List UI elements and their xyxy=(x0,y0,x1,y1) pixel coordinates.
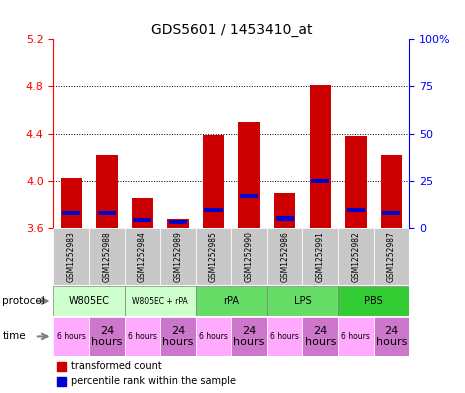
Text: 24
hours: 24 hours xyxy=(162,326,193,347)
Bar xyxy=(274,193,295,228)
Bar xyxy=(160,317,196,356)
Bar xyxy=(267,317,302,356)
Bar xyxy=(303,317,338,356)
Bar xyxy=(232,317,267,356)
Bar xyxy=(53,228,89,285)
Bar xyxy=(310,85,331,228)
Text: protocol: protocol xyxy=(2,296,45,306)
Bar xyxy=(311,179,329,183)
Text: 24
hours: 24 hours xyxy=(91,326,122,347)
Text: GSM1252989: GSM1252989 xyxy=(173,231,182,282)
Text: GSM1252991: GSM1252991 xyxy=(316,231,325,282)
Bar xyxy=(53,286,125,316)
Bar xyxy=(382,211,400,215)
Bar xyxy=(203,135,224,228)
Bar xyxy=(196,228,232,285)
Bar xyxy=(125,228,160,285)
Text: W805EC: W805EC xyxy=(68,296,110,306)
Text: time: time xyxy=(2,331,26,342)
Bar xyxy=(133,218,152,222)
Title: GDS5601 / 1453410_at: GDS5601 / 1453410_at xyxy=(151,23,312,37)
Bar xyxy=(125,286,196,316)
Text: percentile rank within the sample: percentile rank within the sample xyxy=(71,376,236,386)
Bar xyxy=(57,362,66,371)
Bar xyxy=(347,208,365,212)
Text: 6 hours: 6 hours xyxy=(199,332,228,341)
Text: 6 hours: 6 hours xyxy=(128,332,157,341)
Bar xyxy=(338,286,409,316)
Text: GSM1252987: GSM1252987 xyxy=(387,231,396,282)
Text: 6 hours: 6 hours xyxy=(270,332,299,341)
Bar xyxy=(276,217,294,220)
Bar xyxy=(374,228,409,285)
Bar xyxy=(338,317,374,356)
Bar xyxy=(89,228,125,285)
Bar xyxy=(62,211,80,215)
Bar xyxy=(239,122,260,228)
Bar xyxy=(125,317,160,356)
Text: 6 hours: 6 hours xyxy=(341,332,370,341)
Text: GSM1252990: GSM1252990 xyxy=(245,231,253,282)
Bar xyxy=(89,317,125,356)
Text: 6 hours: 6 hours xyxy=(57,332,86,341)
Text: GSM1252982: GSM1252982 xyxy=(352,231,360,282)
Bar xyxy=(132,198,153,228)
Text: GSM1252988: GSM1252988 xyxy=(102,231,111,282)
Bar xyxy=(267,228,303,285)
Bar xyxy=(167,219,189,228)
Bar xyxy=(60,178,82,228)
Text: 24
hours: 24 hours xyxy=(376,326,407,347)
Bar xyxy=(53,317,89,356)
Bar xyxy=(196,286,267,316)
Bar xyxy=(232,228,267,285)
Bar xyxy=(98,211,116,215)
Bar xyxy=(374,317,409,356)
Text: GSM1252986: GSM1252986 xyxy=(280,231,289,282)
Text: GSM1252983: GSM1252983 xyxy=(67,231,76,282)
Bar xyxy=(160,228,196,285)
Bar xyxy=(205,208,223,212)
Bar xyxy=(57,377,66,386)
Bar xyxy=(267,286,338,316)
Text: PBS: PBS xyxy=(364,296,383,306)
Text: rPA: rPA xyxy=(223,296,239,306)
Text: LPS: LPS xyxy=(294,296,311,306)
Bar xyxy=(96,155,118,228)
Text: transformed count: transformed count xyxy=(71,361,162,371)
Text: 24
hours: 24 hours xyxy=(233,326,265,347)
Bar xyxy=(338,228,374,285)
Text: GSM1252984: GSM1252984 xyxy=(138,231,147,282)
Text: 24
hours: 24 hours xyxy=(305,326,336,347)
Text: W805EC + rPA: W805EC + rPA xyxy=(133,297,188,305)
Bar xyxy=(169,220,187,224)
Bar xyxy=(240,194,258,198)
Bar xyxy=(303,228,338,285)
Bar xyxy=(345,136,366,228)
Bar xyxy=(381,155,402,228)
Bar xyxy=(196,317,232,356)
Text: GSM1252985: GSM1252985 xyxy=(209,231,218,282)
